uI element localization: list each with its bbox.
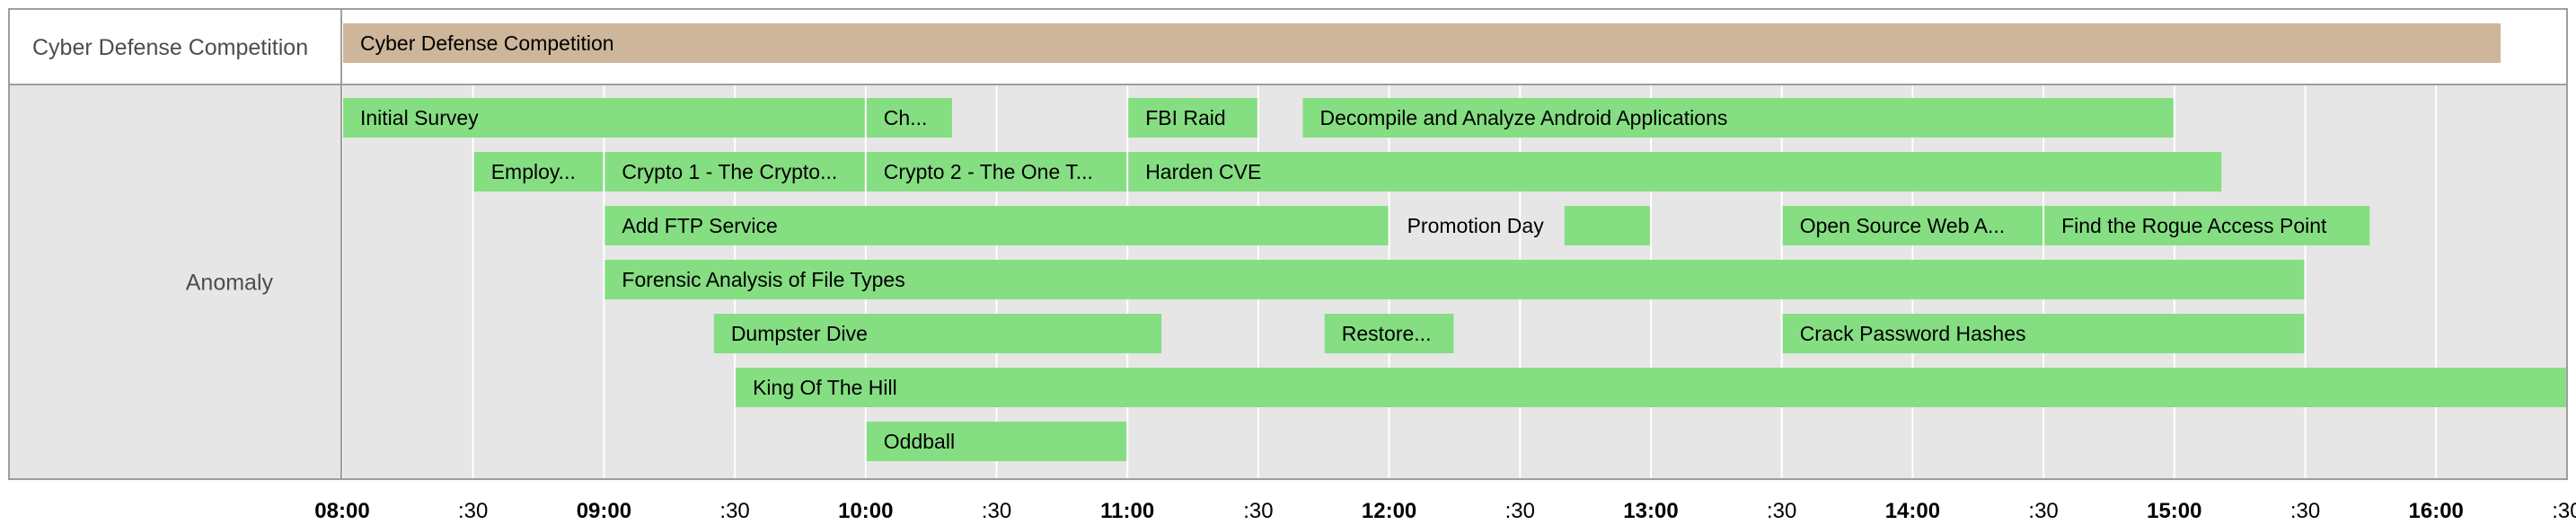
- bar-crypto-2-the-one-t: Crypto 2 - The One T...: [866, 152, 1127, 191]
- bar-label: Initial Survey: [360, 106, 479, 129]
- tick-label: :30: [2552, 499, 2576, 523]
- outer-border: [8, 8, 2568, 480]
- bar-label: Employ...: [491, 160, 576, 183]
- tick-label: :30: [458, 499, 488, 523]
- bar-label: Decompile and Analyze Android Applicatio…: [1319, 106, 1727, 129]
- bar-label: FBI Raid: [1145, 106, 1225, 129]
- row-labels: Cyber Defense Competition Anomaly: [32, 35, 308, 296]
- tick-label: :30: [1243, 499, 1273, 523]
- bar-forensic-analysis-of-file-types: Forensic Analysis of File Types: [604, 260, 2305, 299]
- bar-dumpster-dive: Dumpster Dive: [713, 314, 1162, 353]
- bar-label: Add FTP Service: [622, 214, 777, 237]
- bar-label: Crypto 1 - The Crypto...: [622, 160, 837, 183]
- bar-rect: [1782, 206, 2043, 245]
- bar-cyber-defense-competition: Cyber Defense Competition: [343, 23, 2501, 63]
- bar-label: Forensic Analysis of File Types: [622, 268, 904, 291]
- bar-king-of-the-hill: King Of The Hill: [736, 368, 2566, 407]
- tick-label: :30: [2290, 499, 2320, 523]
- tick-label: 08:00: [314, 499, 369, 523]
- tick-label: :30: [1767, 499, 1796, 523]
- bar-open-source-web-a: Open Source Web A...: [1782, 206, 2043, 245]
- bar-crypto-1-the-crypto: Crypto 1 - The Crypto...: [604, 152, 865, 191]
- tick-label: :30: [982, 499, 1011, 523]
- bar-label: Open Source Web A...: [1800, 214, 2005, 237]
- bar-rect: [604, 152, 865, 191]
- bar-rect: [1564, 206, 1650, 245]
- bar-label: Restore...: [1342, 322, 1432, 345]
- bars: Cyber Defense Competition Initial Survey C…: [343, 23, 2566, 461]
- bar-label: Harden CVE: [1145, 160, 1261, 183]
- bar-add-ftp-service: Add FTP Service: [604, 206, 1389, 245]
- tick-label: 14:00: [1885, 499, 1940, 523]
- tick-label: 09:00: [577, 499, 631, 523]
- chart-frame: [8, 8, 2568, 480]
- bar-rect: [604, 206, 1389, 245]
- bar-rect: [866, 98, 952, 138]
- bar-rect: [713, 314, 1162, 353]
- bar-rect: [866, 422, 1127, 461]
- bar-rect: [604, 260, 2305, 299]
- bar-rect: [1782, 314, 2305, 353]
- bar-harden-cve: Harden CVE: [1128, 152, 2222, 191]
- tick-label: 10:00: [838, 499, 893, 523]
- bar-rect: [1128, 98, 1257, 138]
- bar-rect: [736, 368, 2566, 407]
- tick-label: 15:00: [2147, 499, 2201, 523]
- bar-initial-survey: Initial Survey: [343, 98, 865, 138]
- bar-rect: [866, 152, 1127, 191]
- bar-ch: Ch...: [866, 98, 952, 138]
- bar-employ: Employ...: [473, 152, 604, 191]
- bar-label: Oddball: [884, 430, 955, 453]
- bar-rect: [1128, 152, 2222, 191]
- tick-label: :30: [719, 499, 749, 523]
- bar-find-the-rogue-access-point: Find the Rogue Access Point: [2044, 206, 2370, 245]
- tick-label: :30: [2028, 499, 2058, 523]
- bar-rect: [343, 98, 865, 138]
- free-label-promotion-day: Promotion Day: [1407, 214, 1545, 237]
- bar-restore: Restore...: [1324, 314, 1454, 353]
- bar-label: King Of The Hill: [753, 376, 897, 399]
- bar-rect: [1324, 314, 1454, 353]
- bar-label: Ch...: [884, 106, 928, 129]
- bar-fbi-raid: FBI Raid: [1128, 98, 1257, 138]
- bar-crack-password-hashes: Crack Password Hashes: [1782, 314, 2305, 353]
- bar-rect: [343, 23, 2501, 63]
- tick-label: 13:00: [1623, 499, 1678, 523]
- bar-label: Find the Rogue Access Point: [2061, 214, 2327, 237]
- row-label-anomaly: Anomaly: [186, 271, 274, 296]
- bar-rect: [2044, 206, 2370, 245]
- row-label-cyber-defense-competition: Cyber Defense Competition: [32, 35, 308, 60]
- bar-rect: [473, 152, 604, 191]
- bar-blank: [1564, 206, 1650, 245]
- bar-label: Cyber Defense Competition: [360, 31, 614, 55]
- tick-label: 12:00: [1362, 499, 1416, 523]
- bar-label: Dumpster Dive: [731, 322, 868, 345]
- bar-oddball: Oddball: [866, 422, 1127, 461]
- x-axis-ticks: 08:00 :30 09:00 :30 10:00 :30 11:00 :30 12:00 :30…: [314, 499, 2576, 523]
- bar-rect: [1302, 98, 2174, 138]
- bar-label: Crypto 2 - The One T...: [884, 160, 1093, 183]
- tick-label: :30: [1505, 499, 1535, 523]
- bar-label: Crack Password Hashes: [1800, 322, 2026, 345]
- tick-label: 16:00: [2409, 499, 2464, 523]
- tick-label: 11:00: [1100, 499, 1154, 523]
- bar-decompile-and-analyze-android-applications: Decompile and Analyze Android Applicatio…: [1302, 98, 2174, 138]
